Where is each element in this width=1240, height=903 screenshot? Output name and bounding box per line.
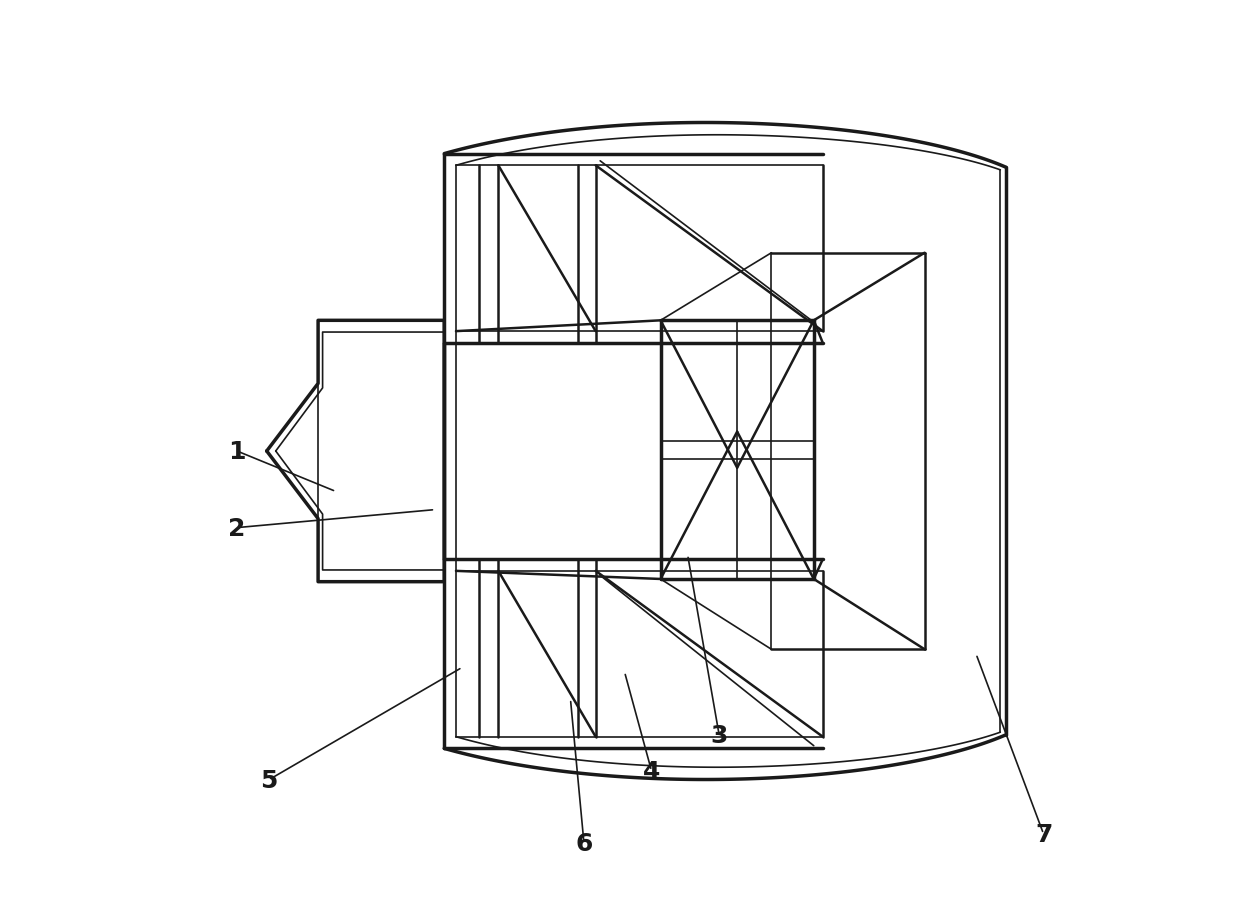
Text: 3: 3 bbox=[711, 723, 728, 747]
Text: 2: 2 bbox=[228, 516, 246, 540]
Text: 4: 4 bbox=[642, 759, 660, 783]
Text: 5: 5 bbox=[260, 768, 278, 792]
Text: 7: 7 bbox=[1035, 822, 1053, 846]
Text: 6: 6 bbox=[575, 831, 593, 855]
Text: 1: 1 bbox=[228, 440, 246, 463]
